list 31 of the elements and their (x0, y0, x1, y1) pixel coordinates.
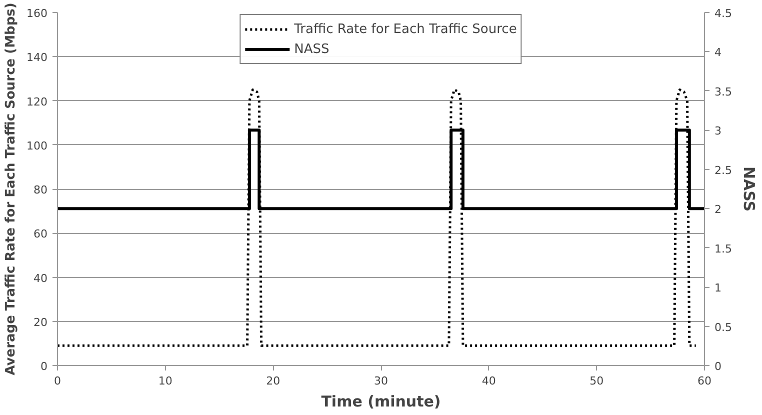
y2-tick-label: 4 (714, 46, 722, 60)
x-tick-label: 20 (266, 374, 280, 388)
y-tick-label: 160 (26, 7, 48, 20)
y2-tick-label: 2.5 (714, 164, 732, 177)
y2-tick-label: 3.5 (714, 85, 732, 98)
y2-tick-label: 1.5 (714, 242, 732, 256)
y-tick-label: 120 (26, 95, 48, 108)
y-tick-label: 60 (34, 228, 48, 241)
x-tick-label: 60 (698, 374, 712, 388)
legend-label: Traffic Rate for Each Traffic Source (294, 22, 517, 36)
y-tick-label: 40 (34, 272, 48, 285)
x-tick-label: 30 (374, 374, 388, 388)
legend-label: NASS (294, 42, 330, 56)
y-tick-label: 100 (26, 139, 48, 152)
y2-tick-label: 2 (714, 203, 722, 216)
y2-tick-label: 0 (714, 360, 722, 373)
y2-axis-title: NASS (740, 166, 758, 212)
y2-tick-label: 1 (714, 282, 722, 295)
y-axis-title: Average Traffic Rate for Each Traffic Source (Mbps) (4, 2, 19, 376)
y-tick-label: 80 (34, 184, 48, 196)
x-tick-label: 0 (54, 374, 61, 388)
x-tick-label: 40 (482, 374, 496, 388)
x-tick-label: 10 (158, 374, 172, 388)
y2-tick-label: 4.5 (714, 7, 732, 20)
y2-tick-label: 0.5 (714, 320, 732, 334)
y-tick-label: 0 (40, 360, 48, 373)
x-axis-title: Time (minute) (321, 392, 441, 410)
y-tick-label: 140 (26, 51, 48, 64)
y2-tick-label: 3 (714, 124, 722, 138)
y-tick-label: 20 (34, 316, 48, 329)
x-tick-label: 50 (590, 374, 604, 388)
